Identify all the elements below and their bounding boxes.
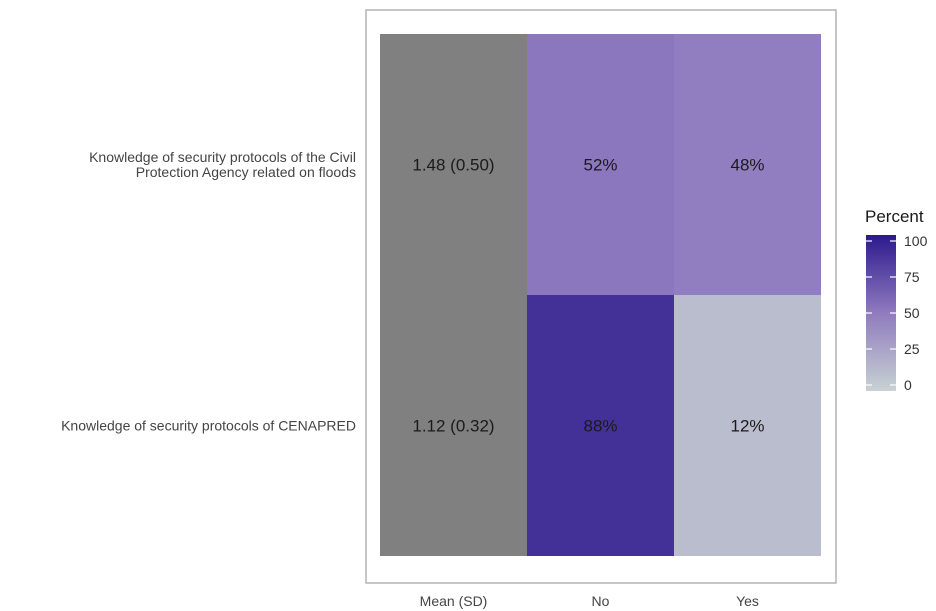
cell-value-label: 1.48 (0.50) — [412, 156, 494, 175]
legend-ticks: 100 75 50 25 0 — [866, 233, 928, 393]
legend-tick-label: 0 — [904, 377, 912, 393]
heatmap-cell — [674, 295, 821, 556]
legend-tick-label: 75 — [904, 269, 920, 285]
heatmap-cell — [380, 295, 527, 556]
heatmap-cell — [527, 295, 674, 556]
y-axis-label: Protection Agency related on floods — [136, 164, 356, 180]
x-axis-label: No — [592, 593, 610, 609]
cell-labels: 1.48 (0.50) 52% 48% 1.12 (0.32) 88% 12% — [412, 156, 764, 436]
cell-value-label: 52% — [583, 156, 617, 175]
x-axis-labels: Mean (SD) No Yes — [420, 593, 759, 609]
x-axis-label: Yes — [736, 593, 759, 609]
y-axis-label: Knowledge of security protocols of CENAP… — [61, 418, 356, 434]
y-axis-label: Knowledge of security protocols of the C… — [89, 149, 356, 165]
cell-value-label: 88% — [583, 417, 617, 436]
legend-title: Percent — [865, 207, 924, 226]
y-axis-labels: Knowledge of security protocols of the C… — [61, 149, 356, 434]
legend: Percent 100 75 50 25 0 — [865, 207, 928, 393]
heatmap-cell — [674, 34, 821, 295]
legend-tick-label: 50 — [904, 305, 920, 321]
x-axis-label: Mean (SD) — [420, 593, 488, 609]
heatmap-cell — [380, 34, 527, 295]
cell-value-label: 12% — [730, 417, 764, 436]
cell-value-label: 48% — [730, 156, 764, 175]
cell-value-label: 1.12 (0.32) — [412, 417, 494, 436]
legend-tick-label: 25 — [904, 341, 920, 357]
heatmap-cells — [380, 34, 821, 556]
heatmap-cell — [527, 34, 674, 295]
legend-tick-label: 100 — [904, 233, 928, 249]
